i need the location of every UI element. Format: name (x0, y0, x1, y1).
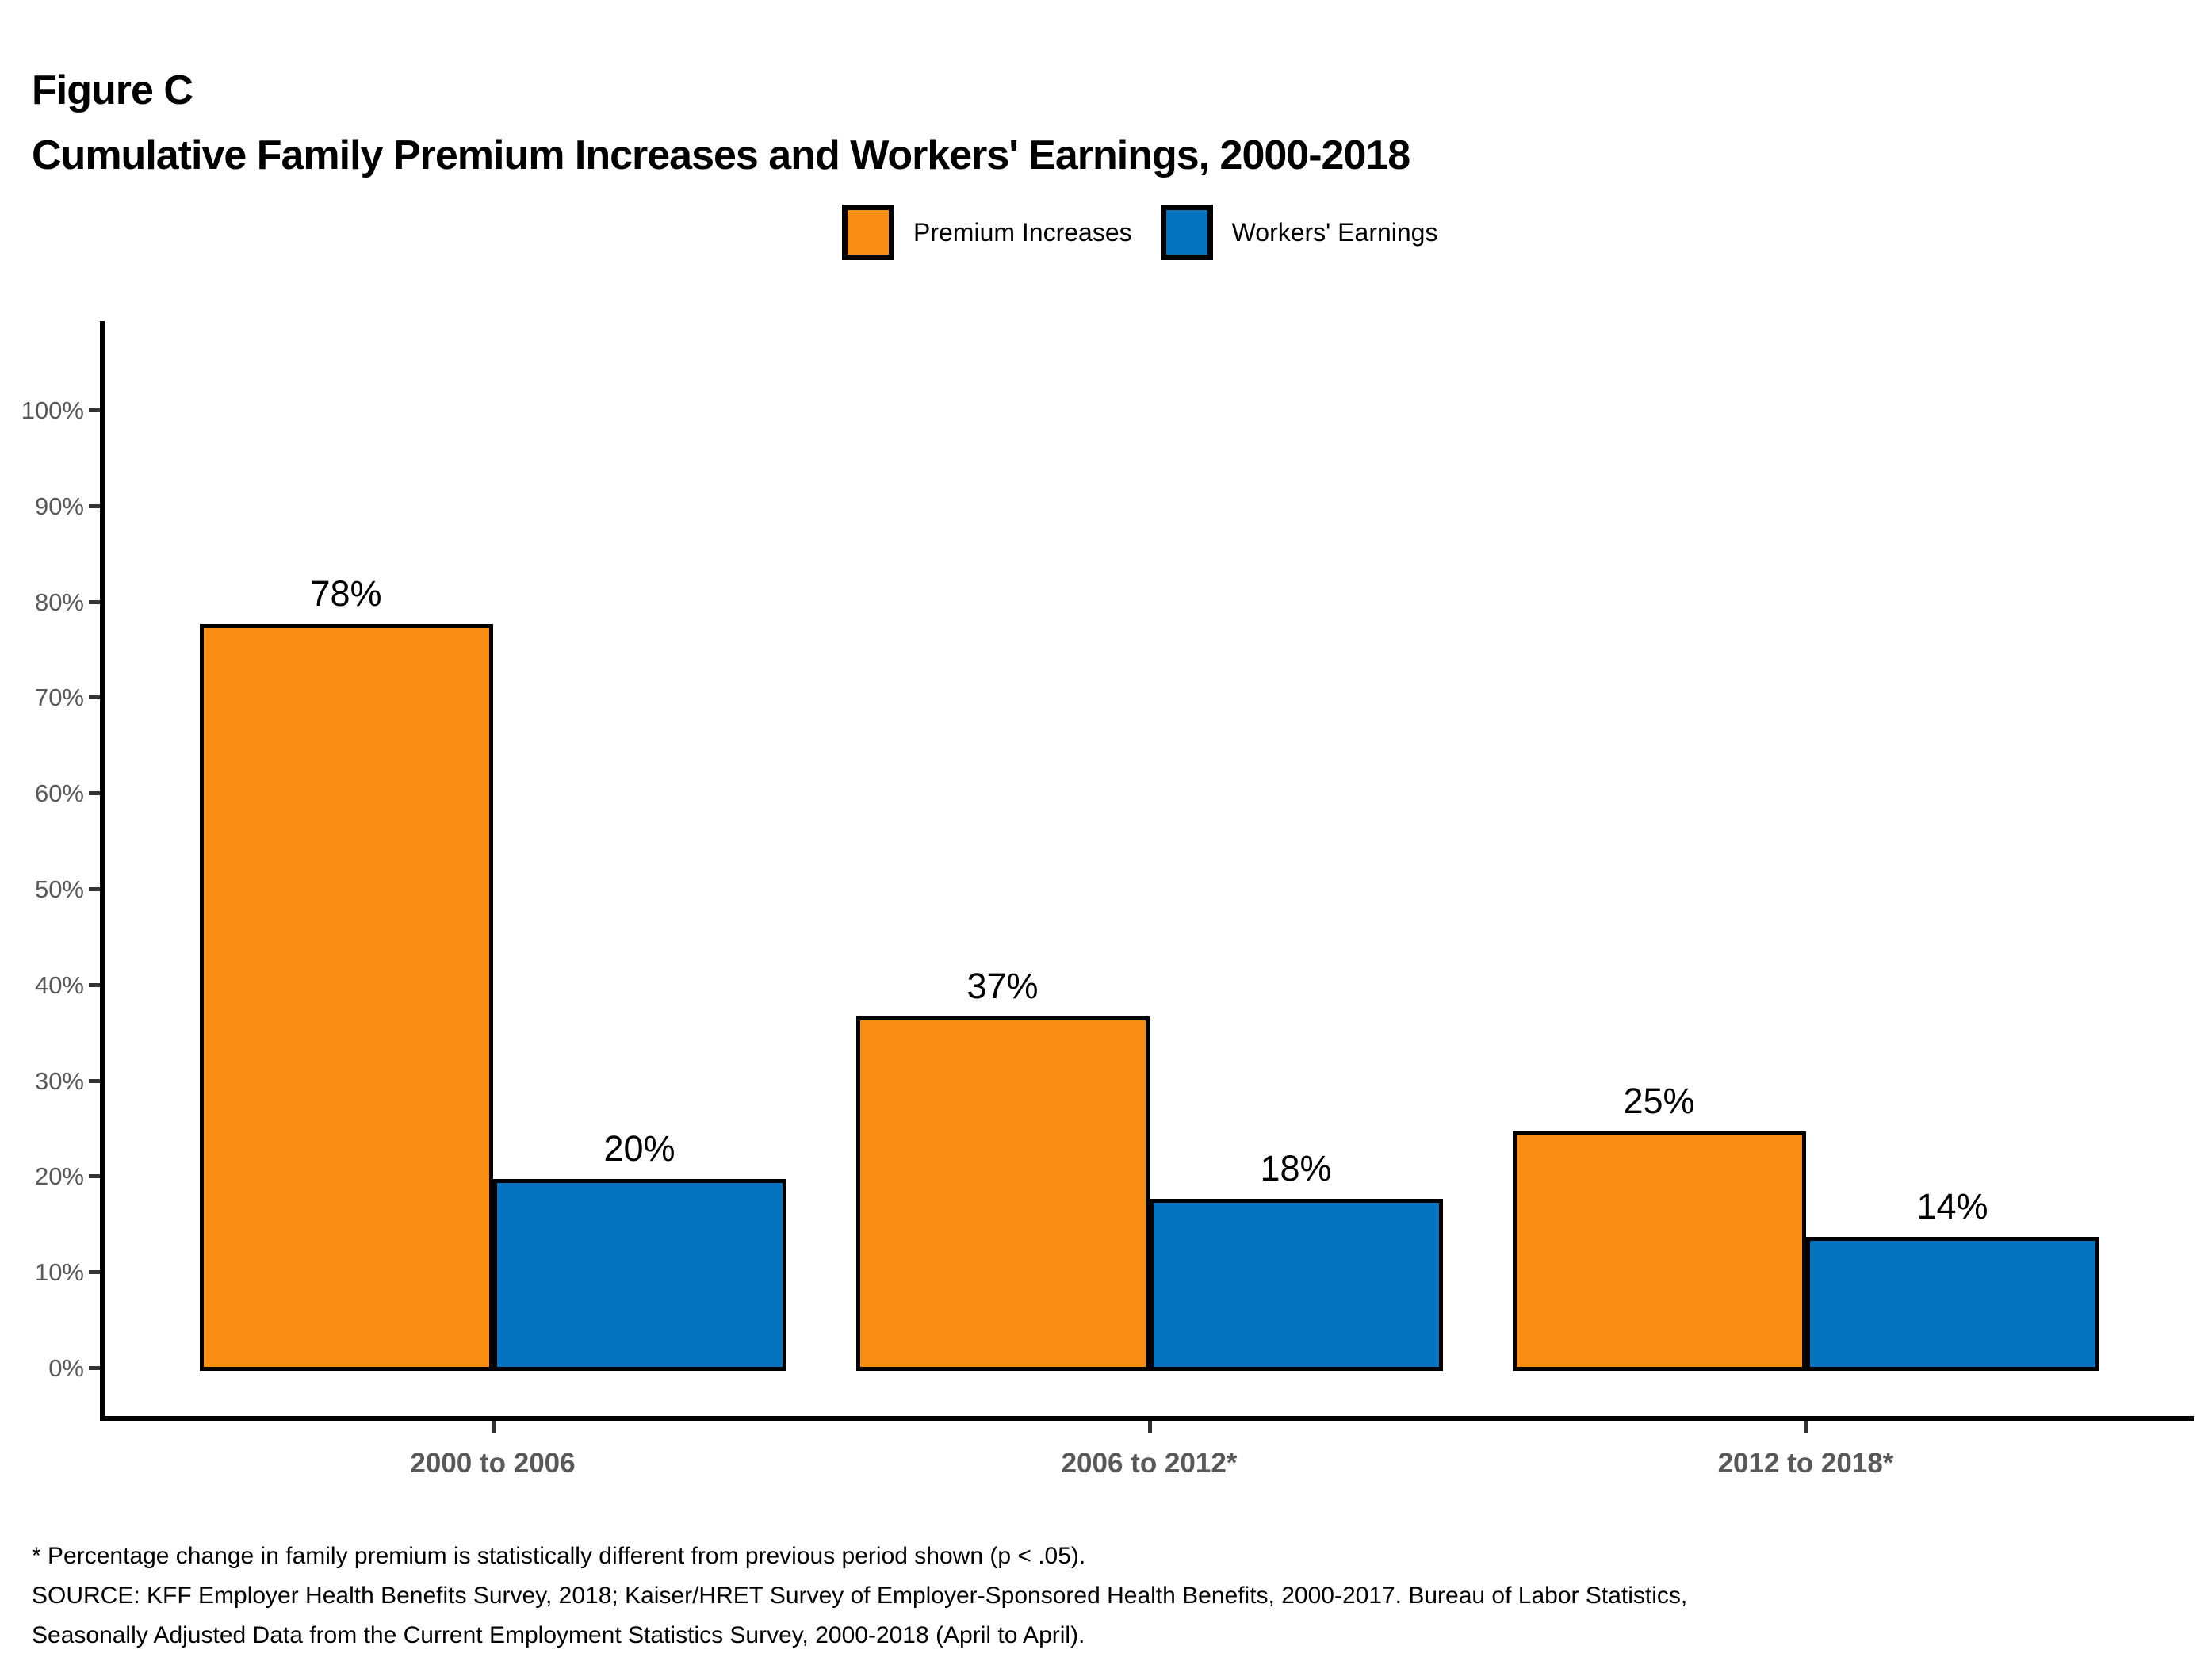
y-axis-tick (89, 1366, 100, 1370)
y-axis-tick (89, 599, 100, 604)
legend-label: Workers' Earnings (1231, 217, 1438, 247)
bar-value-label: 14% (1916, 1185, 1988, 1227)
y-axis-tick-label: 0% (48, 1354, 84, 1382)
legend-label: Premium Increases (913, 217, 1132, 247)
bar-workers-earnings-2006-to-2012- (1149, 1198, 1443, 1371)
footnote-source-line-2: Seasonally Adjusted Data from the Curren… (32, 1622, 1085, 1648)
footnote-source-line-1: SOURCE: KFF Employer Health Benefits Sur… (32, 1583, 1688, 1609)
legend-item-2: Workers' Earnings (1160, 205, 1438, 260)
y-axis-tick (89, 1174, 100, 1179)
bar-workers-earnings-2012-to-2018- (1805, 1236, 2099, 1371)
y-axis-tick (89, 1078, 100, 1083)
y-axis-tick-label: 10% (34, 1258, 84, 1287)
bar-premium-increases-2012-to-2018- (1512, 1131, 1806, 1371)
bar-value-label: 37% (966, 966, 1039, 1007)
y-axis-tick (89, 503, 100, 508)
legend-swatch-icon (1160, 205, 1213, 260)
y-axis-tick-label: 100% (21, 396, 84, 424)
y-axis-tick-label: 30% (34, 1066, 84, 1095)
y-axis-tick-label: 20% (34, 1162, 84, 1191)
chart-legend: Premium Increases Workers' Earnings (842, 205, 1437, 260)
y-axis-tick-label: 80% (34, 588, 84, 616)
x-axis-tick (491, 1421, 496, 1433)
y-axis-tick-label: 90% (34, 492, 84, 520)
bar-workers-earnings-2000-to-2006 (492, 1179, 786, 1371)
footnote-significance: * Percentage change in family premium is… (32, 1543, 1086, 1569)
bar-premium-increases-2006-to-2012- (855, 1016, 1150, 1371)
figure-label: Figure C (32, 67, 193, 113)
x-category-label: 2006 to 2012* (1061, 1448, 1238, 1479)
legend-swatch-icon (842, 205, 894, 260)
y-axis-tick (89, 887, 100, 891)
y-axis-tick-label: 40% (34, 970, 84, 999)
y-axis-tick (89, 695, 100, 700)
bar-value-label: 20% (603, 1128, 675, 1169)
plot-area: 0% 10% 20% 30% 40% 50% 60% 70% 80% 90% 100% 78% 20% 2… (21, 321, 2194, 1479)
legend-item-1: Premium Increases (842, 205, 1132, 260)
y-axis-tick (89, 1270, 100, 1275)
x-axis-tick (1147, 1421, 1152, 1433)
x-axis-tick (1804, 1421, 1808, 1433)
y-axis-tick (89, 408, 100, 412)
footnotes: * Percentage change in family premium is… (32, 1537, 1687, 1655)
y-axis-tick (89, 982, 100, 987)
page-title: Cumulative Family Premium Increases and … (32, 132, 1410, 178)
x-category-label: 2012 to 2018* (1717, 1448, 1894, 1479)
y-axis-tick-label: 60% (34, 779, 84, 808)
y-axis-tick-label: 70% (34, 683, 84, 712)
bar-premium-increases-2000-to-2006 (199, 623, 493, 1371)
bar-value-label: 25% (1623, 1081, 1695, 1121)
y-axis-tick-label: 50% (34, 875, 84, 903)
bar-value-label: 18% (1260, 1147, 1332, 1188)
x-category-label: 2000 to 2006 (410, 1448, 576, 1479)
y-axis-tick (89, 791, 100, 796)
bar-value-label: 78% (310, 572, 382, 614)
